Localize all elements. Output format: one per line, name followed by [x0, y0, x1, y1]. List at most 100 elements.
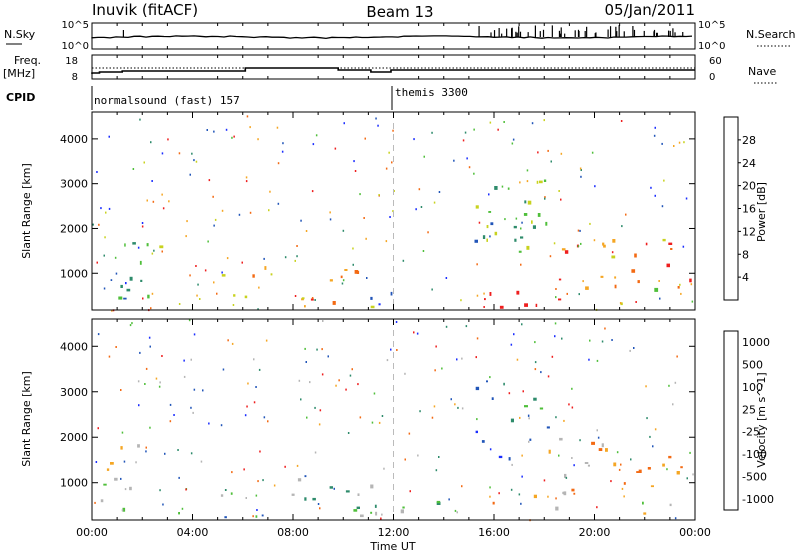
echo-cell: [226, 257, 229, 260]
echo-cell: [304, 305, 306, 308]
ytick-label: 4000: [60, 133, 88, 146]
echo-cell: [662, 463, 665, 467]
echo-cell: [654, 428, 657, 431]
echo-cell: [653, 134, 656, 137]
echo-cell: [646, 417, 648, 420]
echo-cell: [263, 416, 266, 419]
echo-cell: [139, 118, 141, 121]
echo-cell: [580, 175, 582, 178]
echo-cell: [213, 224, 215, 227]
echo-cell: [498, 492, 500, 495]
echo-cell: [645, 242, 648, 246]
echo-cell: [178, 512, 180, 515]
echo-cell: [359, 193, 361, 196]
echo-cell: [674, 381, 677, 384]
echo-cell: [178, 303, 181, 305]
echo-cell: [345, 388, 347, 391]
echo-cell: [322, 320, 324, 322]
echo-cell: [448, 498, 450, 501]
echo-cell: [488, 211, 492, 213]
echo-cell: [332, 301, 336, 305]
echo-cell: [489, 486, 491, 489]
echo-cell: [371, 421, 374, 424]
echo-cell: [558, 278, 562, 281]
echo-cell: [580, 169, 582, 171]
echo-cell: [476, 294, 479, 297]
echo-cell: [561, 248, 566, 251]
echo-cell: [100, 499, 104, 503]
echo-cell: [359, 416, 362, 419]
echo-cell: [543, 479, 546, 482]
echo-cell: [685, 197, 688, 200]
echo-cell: [638, 469, 642, 473]
echo-cell: [534, 368, 537, 371]
echo-cell: [98, 223, 100, 226]
echo-cell: [464, 131, 467, 134]
echo-cell: [668, 242, 673, 245]
echo-cell: [533, 397, 537, 401]
echo-cell: [94, 501, 96, 504]
echo-cell: [522, 390, 524, 393]
echo-cell: [300, 219, 302, 222]
echo-cell: [144, 383, 146, 385]
echo-cell: [375, 117, 377, 120]
echo-cell: [111, 309, 113, 312]
echo-cell: [489, 121, 492, 124]
echo-cell: [108, 135, 110, 138]
echo-cell: [374, 504, 377, 508]
echo-cell: [122, 507, 126, 512]
echo-cell: [498, 455, 503, 459]
echo-cell: [611, 339, 613, 341]
echo-cell: [529, 438, 532, 441]
echo-cell: [524, 200, 527, 204]
colorbar-tick-label: -1000: [742, 493, 774, 506]
echo-cell: [129, 486, 132, 491]
echo-cell: [329, 486, 333, 489]
echo-cell: [363, 217, 365, 219]
echo-cell: [297, 478, 302, 482]
echo-cell: [305, 361, 307, 363]
echo-cell: [227, 339, 229, 342]
echo-cell: [141, 225, 144, 228]
echo-cell: [453, 159, 455, 162]
cpid-label: CPID: [6, 91, 35, 104]
echo-cell: [104, 236, 106, 239]
echo-cell: [511, 463, 513, 466]
echo-cell: [305, 230, 308, 232]
echo-cell: [603, 244, 606, 248]
echo-cell: [252, 515, 254, 518]
echo-cell: [360, 514, 364, 518]
echo-cell: [558, 298, 562, 301]
echo-cell: [623, 495, 625, 498]
echo-cell: [423, 155, 425, 158]
nave-tick-bottom: 0: [709, 72, 715, 83]
echo-cell: [221, 209, 224, 212]
echo-cell: [668, 455, 672, 459]
echo-cell: [238, 213, 241, 216]
echo-cell: [395, 321, 398, 323]
echo-cell: [402, 506, 405, 509]
nsearch-tick-bottom: 10^0: [698, 41, 725, 52]
echo-cell: [400, 509, 404, 514]
echo-cell: [353, 160, 355, 163]
echo-cell: [577, 229, 580, 232]
colorbar-tick-label: 16: [742, 203, 756, 216]
echo-cell: [294, 259, 296, 262]
echo-cell: [214, 218, 217, 221]
echo-cell: [262, 479, 264, 482]
echo-cell: [341, 282, 344, 285]
echo-cell: [621, 487, 624, 490]
nsky-panel: N.Sky 10^5 10^0 10^5 10^0 N.Search: [4, 20, 796, 52]
ytick-label: 2000: [60, 222, 88, 235]
echo-cell: [597, 436, 600, 439]
echo-cell: [95, 461, 98, 463]
echo-cell: [689, 278, 692, 283]
echo-cell: [512, 138, 515, 141]
velocity-ylabel: Slant Range [km]: [20, 371, 33, 467]
echo-cell: [311, 190, 314, 193]
echo-cell: [357, 383, 359, 386]
echo-cell: [524, 405, 528, 408]
echo-cell: [221, 271, 223, 274]
echo-cell: [438, 456, 440, 458]
echo-cell: [345, 490, 350, 493]
